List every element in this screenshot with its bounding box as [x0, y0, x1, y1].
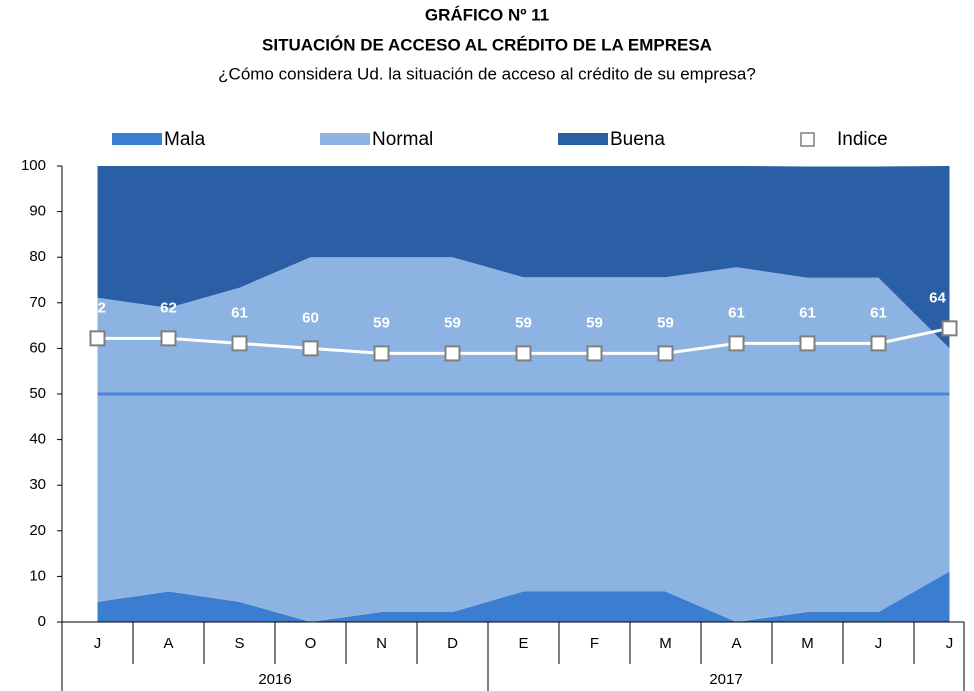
x-tick-label: M [659, 635, 672, 652]
index-marker [657, 345, 674, 362]
x-tick-label: J [94, 635, 102, 652]
index-marker [799, 335, 816, 352]
legend-label: Indice [837, 129, 888, 150]
data-label: 59 [373, 314, 390, 331]
x-tick-label: J [946, 635, 954, 652]
index-marker [728, 335, 745, 352]
chart-title: GRÁFICO Nº 11 [425, 5, 549, 24]
data-label: 62 [89, 299, 106, 316]
data-label: 59 [515, 314, 532, 331]
y-tick-label: 90 [29, 203, 46, 220]
x-tick-label: N [376, 635, 387, 652]
data-label: 62 [160, 299, 177, 316]
data-label: 64 [929, 289, 946, 306]
index-marker [515, 345, 532, 362]
legend-swatch [112, 133, 162, 145]
y-tick-label: 0 [38, 613, 46, 630]
area [97, 166, 950, 349]
index-marker [373, 345, 390, 362]
index-marker [302, 340, 319, 357]
y-tick-label: 20 [29, 522, 46, 539]
data-label: 61 [728, 304, 745, 321]
y-tick-label: 100 [21, 157, 46, 174]
area [97, 257, 950, 622]
x-tick-label: J [875, 635, 883, 652]
index-marker [231, 335, 248, 352]
data-label: 61 [231, 304, 248, 321]
y-tick-label: 40 [29, 431, 46, 448]
x-tick-label: S [234, 635, 244, 652]
x-tick-label: O [305, 635, 317, 652]
y-tick-label: 50 [29, 385, 46, 402]
x-tick-label: E [518, 635, 528, 652]
chart-subtitle: SITUACIÓN DE ACCESO AL CRÉDITO DE LA EMP… [262, 35, 712, 54]
legend-swatch [320, 133, 370, 145]
data-label: 59 [657, 314, 674, 331]
data-label: 60 [302, 309, 319, 326]
x-group-label: 2016 [258, 671, 291, 688]
chart-question: ¿Cómo considera Ud. la situación de acce… [218, 64, 756, 83]
legend-swatch [800, 132, 815, 147]
x-tick-label: D [447, 635, 458, 652]
data-label: 59 [586, 314, 603, 331]
y-tick-label: 60 [29, 339, 46, 356]
y-tick-label: 30 [29, 476, 46, 493]
x-group-label: 2017 [709, 671, 742, 688]
data-label: 59 [444, 314, 461, 331]
legend-label: Mala [164, 129, 206, 150]
y-tick-label: 10 [29, 567, 46, 584]
x-tick-label: A [731, 635, 741, 652]
data-label: 61 [870, 304, 887, 321]
legend-label: Buena [610, 129, 665, 150]
index-marker [941, 320, 958, 337]
x-tick-label: M [801, 635, 814, 652]
area [97, 571, 950, 622]
data-label: 61 [799, 304, 816, 321]
index-marker [160, 330, 177, 347]
y-tick-label: 70 [29, 294, 46, 311]
index-marker [870, 335, 887, 352]
y-tick-label: 80 [29, 248, 46, 265]
index-marker [89, 330, 106, 347]
x-tick-label: A [163, 635, 173, 652]
legend-label: Normal [372, 129, 433, 150]
legend-swatch [558, 133, 608, 145]
index-marker [444, 345, 461, 362]
index-marker [586, 345, 603, 362]
x-tick-label: F [590, 635, 599, 652]
